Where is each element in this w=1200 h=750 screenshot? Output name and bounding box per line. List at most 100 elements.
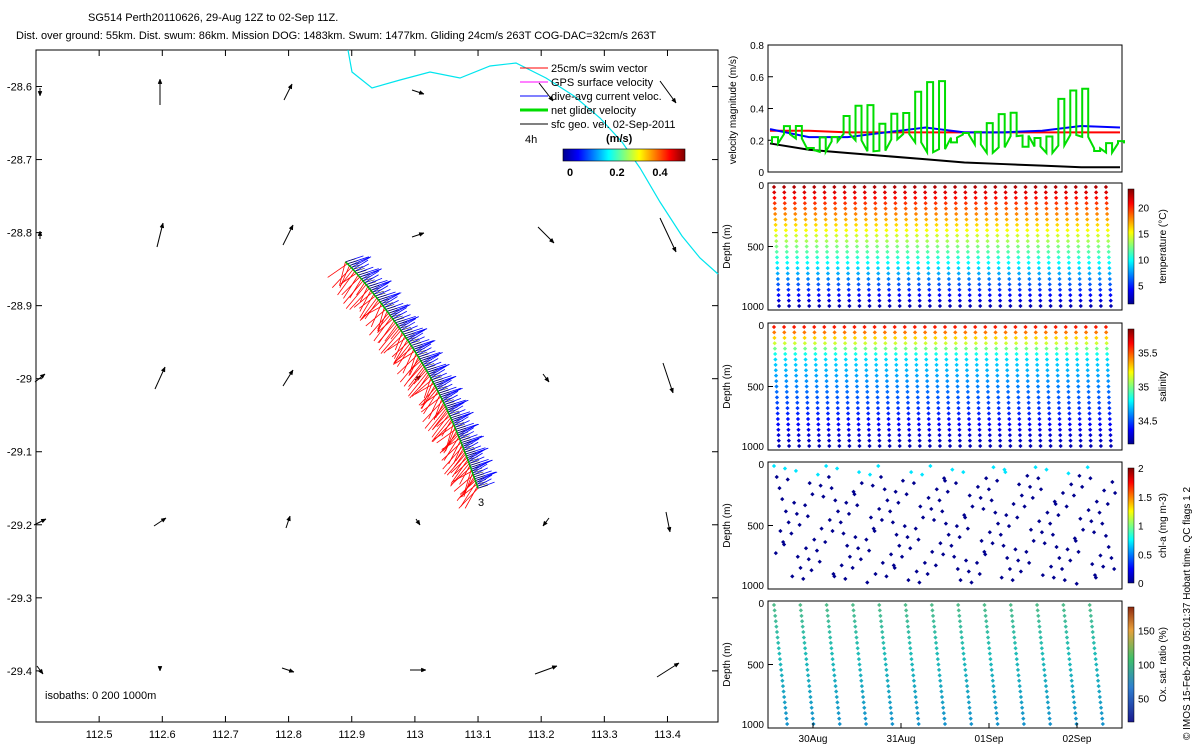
- profile-sample: [799, 613, 804, 618]
- geo-arrow: [665, 511, 672, 533]
- profile-sample: [1095, 368, 1100, 373]
- profile-sample: [957, 433, 962, 438]
- profile-sample: [964, 351, 969, 357]
- profile-sample: [815, 400, 820, 405]
- profile-sample: [873, 341, 878, 346]
- profile-sample: [1027, 293, 1033, 298]
- profile-sample: [943, 190, 948, 195]
- profile-sample: [1085, 368, 1090, 373]
- profile-sample: [1015, 228, 1020, 233]
- profile-sample: [893, 206, 898, 211]
- net-vector: [469, 462, 480, 466]
- profile-sample: [914, 569, 919, 574]
- profile-sample: [844, 238, 849, 244]
- profile-ytick-label: 0: [758, 321, 764, 332]
- dac-vector: [352, 259, 369, 270]
- profile-sample: [859, 481, 864, 486]
- profile-sample: [1078, 303, 1083, 309]
- profile-sample: [1016, 673, 1021, 678]
- profile-sample: [913, 346, 918, 351]
- profile-sample: [1056, 512, 1061, 518]
- profile-sample: [832, 190, 837, 195]
- profile-sample: [993, 705, 998, 710]
- swim-vector: [411, 379, 433, 397]
- profile-sample: [885, 400, 890, 405]
- geo-arrow: [662, 362, 674, 394]
- profile-sample: [966, 569, 971, 574]
- profile-sample: [946, 276, 952, 282]
- profile-sample: [846, 433, 852, 438]
- profile-sample: [1042, 673, 1047, 678]
- profile-sample: [773, 357, 778, 362]
- profile-sample: [1066, 395, 1071, 400]
- profile-sample: [884, 238, 890, 244]
- profile-sample: [1067, 416, 1072, 422]
- profile-sample: [1025, 384, 1031, 389]
- profile-sample: [812, 190, 817, 195]
- profile-sample: [806, 298, 812, 303]
- profile-sample: [794, 389, 799, 395]
- profile-sample: [796, 287, 801, 292]
- profile-sample: [1003, 324, 1008, 330]
- profile-sample: [822, 341, 828, 346]
- profile-sample: [936, 260, 941, 265]
- swim-vector: [439, 432, 458, 454]
- profile-sample: [936, 266, 941, 271]
- profile-sample: [895, 244, 900, 249]
- geo-arrow: [410, 667, 427, 673]
- profile-sample: [1109, 555, 1114, 561]
- profile-sample: [1035, 384, 1041, 389]
- profile-sample: [1061, 602, 1066, 608]
- profile-sample: [1015, 378, 1020, 384]
- profile-sample: [1085, 228, 1090, 233]
- profile-sample: [1034, 211, 1039, 217]
- profile-sample: [1071, 694, 1076, 700]
- profile-sample: [1047, 422, 1052, 427]
- profile-sample: [1003, 341, 1009, 346]
- profile-sample: [772, 341, 777, 346]
- profile-sample: [977, 422, 982, 427]
- profile-sample: [1037, 293, 1043, 298]
- profile-sample: [797, 303, 802, 309]
- profile-sample: [781, 184, 787, 190]
- colorbar-label: chl-a (mg m-3): [1158, 493, 1169, 558]
- profile-sample: [1036, 395, 1041, 400]
- profile-sample: [895, 249, 900, 255]
- net-vector: [456, 427, 467, 432]
- profile-sample: [927, 443, 933, 449]
- profile-sample: [1064, 351, 1069, 357]
- profile-sample: [874, 233, 879, 238]
- profile-sample: [883, 656, 888, 662]
- profile-sample: [795, 276, 801, 282]
- profile-sample: [979, 538, 984, 543]
- geo-arrow: [37, 230, 43, 239]
- map-ytick-label: -28.6: [7, 82, 32, 94]
- net-vector: [349, 262, 360, 266]
- profile-sample: [875, 406, 881, 411]
- profile-sample: [914, 357, 919, 362]
- profile-sample: [816, 438, 822, 443]
- profile-sample: [964, 217, 969, 222]
- profile-sample: [836, 287, 841, 292]
- profile-sample: [1047, 416, 1052, 422]
- profile-sample: [815, 395, 820, 400]
- profile-sample: [1108, 293, 1113, 298]
- profile-sample: [904, 368, 909, 373]
- profile-sample: [985, 384, 990, 389]
- profile-sample: [966, 416, 972, 422]
- profile-sample: [772, 330, 777, 335]
- profile-sample: [1072, 705, 1077, 710]
- colorbar-label: salinity: [1158, 371, 1169, 402]
- profile-sample: [930, 613, 936, 618]
- profile-sample: [1042, 667, 1047, 673]
- colorbar-tick-label: 5: [1138, 282, 1144, 293]
- profile-sample: [1028, 298, 1033, 303]
- profile-sample: [824, 463, 829, 469]
- profile-sample: [974, 217, 979, 222]
- profile-sample: [1098, 298, 1103, 303]
- net-vector: [391, 313, 402, 318]
- dac-vector: [442, 390, 459, 402]
- dac-vector: [458, 427, 474, 438]
- profile-sample: [909, 470, 914, 475]
- net-vector: [473, 471, 484, 476]
